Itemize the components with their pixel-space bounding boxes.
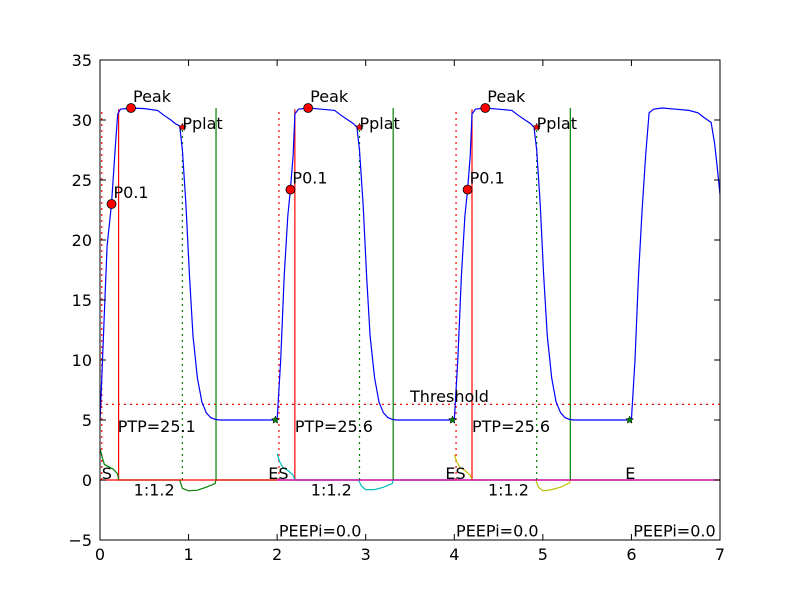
y-tick-label: 10 bbox=[72, 351, 92, 370]
annotation-label: 1:1.2 bbox=[134, 481, 175, 500]
x-axis: 0 1 2 3 4 5 6 7 bbox=[95, 60, 725, 564]
y-axis: −5 0 5 10 15 20 25 30 35 bbox=[68, 51, 720, 550]
end-expiration-marker bbox=[271, 415, 280, 424]
x-tick-label: 0 bbox=[95, 545, 105, 564]
end-expiration-marker bbox=[625, 415, 635, 424]
pplat-marker bbox=[355, 122, 364, 131]
y-tick-label: 25 bbox=[72, 171, 92, 190]
y-tick-label: 5 bbox=[82, 411, 92, 430]
data-point bbox=[303, 103, 314, 113]
x-tick-label: 5 bbox=[538, 545, 548, 564]
point-label: P0.1 bbox=[292, 169, 327, 188]
annotation-label: PEEPi=0.0 bbox=[456, 521, 538, 540]
flow-series bbox=[276, 453, 455, 491]
annotation-label: E bbox=[625, 464, 635, 483]
y-tick-label: 15 bbox=[72, 291, 92, 310]
annotation-label: ES bbox=[445, 464, 465, 483]
annotation-label: PTP=25.1 bbox=[118, 417, 196, 436]
y-tick-label: 35 bbox=[72, 51, 92, 70]
x-tick-label: 6 bbox=[626, 545, 636, 564]
annotation-label: PTP=25.6 bbox=[472, 417, 550, 436]
data-point bbox=[480, 103, 491, 113]
annotation-label: 1:1.2 bbox=[488, 481, 529, 500]
x-tick-label: 4 bbox=[449, 545, 459, 564]
point-label: Peak bbox=[310, 87, 349, 106]
annotation-label: PEEPi=0.0 bbox=[279, 521, 361, 540]
y-tick-label: 0 bbox=[82, 471, 92, 490]
end-expiration-marker bbox=[448, 415, 457, 424]
pplat-label: Pplat bbox=[537, 114, 577, 133]
pplat-marker bbox=[532, 122, 542, 131]
x-tick-label: 2 bbox=[272, 545, 282, 564]
pplat-label: Pplat bbox=[182, 114, 222, 133]
flow-series bbox=[100, 448, 278, 492]
data-point bbox=[462, 184, 473, 195]
flow-series bbox=[453, 454, 632, 492]
annotation-label: Threshold bbox=[409, 387, 489, 406]
y-tick-label: 30 bbox=[72, 111, 92, 130]
annotation-label: ES bbox=[268, 464, 288, 483]
x-tick-label: 7 bbox=[715, 545, 725, 564]
series-group bbox=[100, 107, 720, 492]
data-point bbox=[285, 184, 296, 195]
annotation-label: PEEPi=0.0 bbox=[633, 521, 715, 540]
plot-area: P0.1 Peak P0.1 Peak P0.1 Peak Pplat Pplat Pplat P… bbox=[100, 87, 720, 540]
pressure-series bbox=[100, 107, 720, 422]
y-tick-label: 20 bbox=[72, 231, 92, 250]
x-tick-label: 1 bbox=[183, 545, 193, 564]
point-label: P0.1 bbox=[470, 169, 505, 188]
annotation-label: PTP=25.6 bbox=[295, 417, 373, 436]
point-label: Peak bbox=[487, 87, 526, 106]
annotation-label: 1:1.2 bbox=[311, 481, 352, 500]
annotation-label: S bbox=[102, 464, 112, 483]
point-label: Peak bbox=[133, 87, 172, 106]
point-label: P0.1 bbox=[114, 183, 149, 202]
data-point bbox=[126, 103, 136, 113]
pplat-label: Pplat bbox=[360, 114, 400, 133]
x-tick-label: 3 bbox=[361, 545, 371, 564]
y-tick-label: −5 bbox=[68, 531, 92, 550]
pplat-marker bbox=[178, 122, 187, 131]
data-point bbox=[106, 199, 117, 209]
